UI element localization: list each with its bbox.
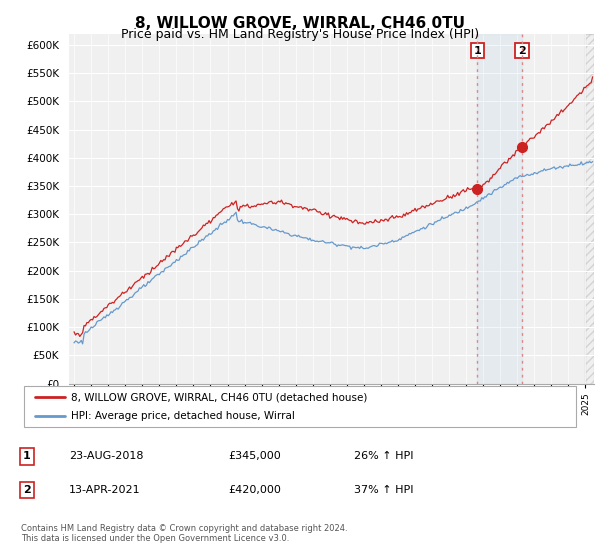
Text: 26% ↑ HPI: 26% ↑ HPI [354, 451, 413, 461]
Text: 13-APR-2021: 13-APR-2021 [69, 485, 140, 495]
Text: 1: 1 [473, 45, 481, 55]
Text: 8, WILLOW GROVE, WIRRAL, CH46 0TU (detached house): 8, WILLOW GROVE, WIRRAL, CH46 0TU (detac… [71, 393, 367, 403]
Text: 23-AUG-2018: 23-AUG-2018 [69, 451, 143, 461]
Text: 1: 1 [23, 451, 31, 461]
Bar [586, 34, 594, 384]
Text: Contains HM Land Registry data © Crown copyright and database right 2024.
This d: Contains HM Land Registry data © Crown c… [21, 524, 347, 543]
Text: Price paid vs. HM Land Registry's House Price Index (HPI): Price paid vs. HM Land Registry's House … [121, 28, 479, 41]
Bar [477, 34, 522, 384]
FancyBboxPatch shape [24, 386, 576, 427]
Text: 2: 2 [23, 485, 31, 495]
Text: £345,000: £345,000 [228, 451, 281, 461]
Text: 2: 2 [518, 45, 526, 55]
Text: HPI: Average price, detached house, Wirral: HPI: Average price, detached house, Wirr… [71, 411, 295, 421]
Text: 8, WILLOW GROVE, WIRRAL, CH46 0TU: 8, WILLOW GROVE, WIRRAL, CH46 0TU [135, 16, 465, 31]
Text: 37% ↑ HPI: 37% ↑ HPI [354, 485, 413, 495]
Text: £420,000: £420,000 [228, 485, 281, 495]
